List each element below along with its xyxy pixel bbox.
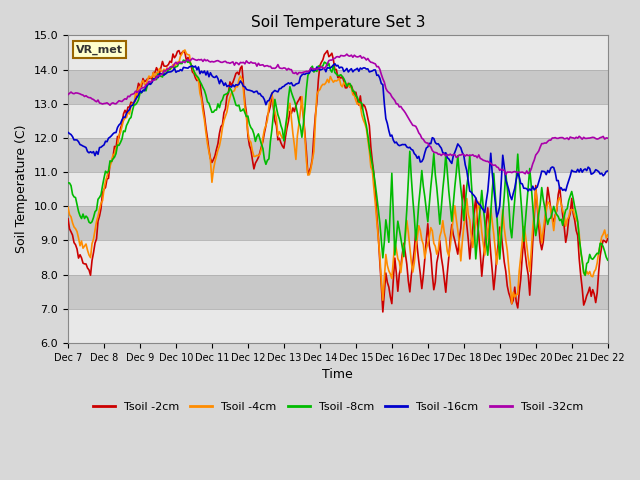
Bar (68, 70, 608, 104)
Bar (68, 275, 608, 309)
Y-axis label: Soil Temperature (C): Soil Temperature (C) (15, 125, 28, 253)
Bar (68, 206, 608, 240)
Bar (68, 104, 608, 138)
Title: Soil Temperature Set 3: Soil Temperature Set 3 (251, 15, 425, 30)
Bar (68, 240, 608, 275)
Bar (68, 309, 608, 343)
Bar (68, 172, 608, 206)
Text: VR_met: VR_met (76, 44, 123, 55)
Bar (68, 138, 608, 172)
X-axis label: Time: Time (323, 368, 353, 381)
Bar (68, 36, 608, 70)
Legend: Tsoil -2cm, Tsoil -4cm, Tsoil -8cm, Tsoil -16cm, Tsoil -32cm: Tsoil -2cm, Tsoil -4cm, Tsoil -8cm, Tsoi… (88, 398, 588, 417)
